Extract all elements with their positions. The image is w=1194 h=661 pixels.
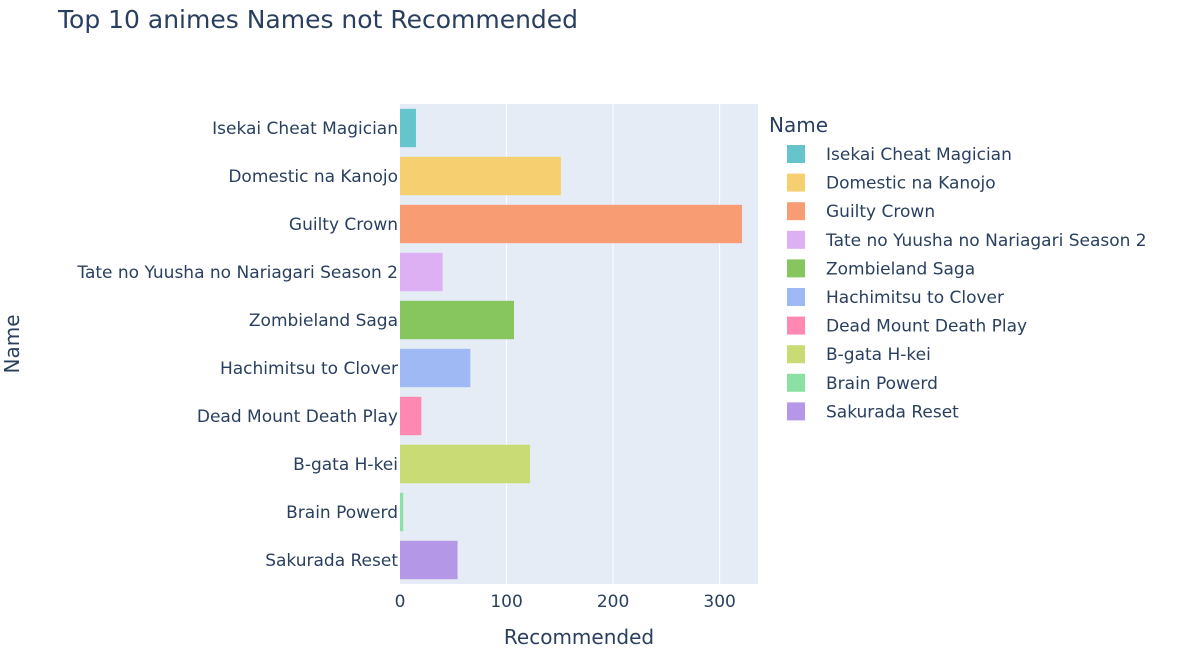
legend-swatch[interactable] xyxy=(787,230,805,249)
bar[interactable] xyxy=(400,492,404,532)
x-axis-title: Recommended xyxy=(504,625,654,649)
y-tick-label: Tate no Yuusha no Nariagari Season 2 xyxy=(76,263,398,283)
legend-swatch[interactable] xyxy=(787,145,805,163)
legend-swatch[interactable] xyxy=(787,288,805,306)
y-tick-label: Sakurada Reset xyxy=(265,551,398,571)
bar[interactable] xyxy=(400,444,530,484)
legend-label[interactable]: B-gata H-kei xyxy=(826,345,931,365)
legend-label[interactable]: Domestic na Kanojo xyxy=(826,174,996,194)
y-tick-label: Brain Powerd xyxy=(286,503,398,523)
y-axis-title: Name xyxy=(0,314,24,373)
bar[interactable] xyxy=(400,396,422,436)
bar[interactable] xyxy=(400,204,743,244)
legend-swatch[interactable] xyxy=(787,402,805,421)
bar[interactable] xyxy=(400,300,515,340)
legend-swatch[interactable] xyxy=(787,202,805,221)
y-tick-label: B-gata H-kei xyxy=(293,455,398,475)
legend-swatch[interactable] xyxy=(787,173,805,192)
y-tick-label: Dead Mount Death Play xyxy=(197,407,398,427)
legend-label[interactable]: Hachimitsu to Clover xyxy=(826,288,1004,308)
x-tick-label: 200 xyxy=(597,592,629,612)
legend-label[interactable]: Isekai Cheat Magician xyxy=(826,145,1012,165)
y-tick-label: Guilty Crown xyxy=(289,215,398,235)
legend-label[interactable]: Guilty Crown xyxy=(826,202,935,222)
y-tick-label: Hachimitsu to Clover xyxy=(220,359,398,379)
y-tick-label: Isekai Cheat Magician xyxy=(212,119,398,139)
x-tick-label: 300 xyxy=(703,592,735,612)
legend-swatch[interactable] xyxy=(787,373,805,392)
legend-swatch[interactable] xyxy=(787,316,805,335)
bar[interactable] xyxy=(400,252,443,292)
bar[interactable] xyxy=(400,156,561,196)
bar[interactable] xyxy=(400,108,416,148)
legend-label[interactable]: Brain Powerd xyxy=(826,374,938,394)
legend-label[interactable]: Sakurada Reset xyxy=(826,402,959,422)
bars xyxy=(400,108,743,580)
x-tick-label: 0 xyxy=(395,592,406,612)
bar[interactable] xyxy=(400,348,471,388)
legend-label[interactable]: Zombieland Saga xyxy=(826,259,975,279)
legend-label[interactable]: Dead Mount Death Play xyxy=(826,317,1027,337)
legend-title: Name xyxy=(769,113,828,137)
chart-title: Top 10 animes Names not Recommended xyxy=(58,5,579,34)
x-tick-label: 100 xyxy=(490,592,522,612)
y-axis-ticks: Isekai Cheat Magician Domestic na Kanojo G… xyxy=(76,119,398,571)
legend-swatch[interactable] xyxy=(787,259,805,278)
x-axis-ticks: 0 100 200 300 xyxy=(395,592,736,612)
legend-label[interactable]: Tate no Yuusha no Nariagari Season 2 xyxy=(825,231,1147,251)
legend-swatch[interactable] xyxy=(787,345,805,364)
bar[interactable] xyxy=(400,540,458,580)
legend[interactable]: Name Isekai Cheat Magician Domestic na Ka… xyxy=(769,113,1147,422)
y-tick-label: Zombieland Saga xyxy=(249,311,398,331)
y-tick-label: Domestic na Kanojo xyxy=(228,167,398,187)
